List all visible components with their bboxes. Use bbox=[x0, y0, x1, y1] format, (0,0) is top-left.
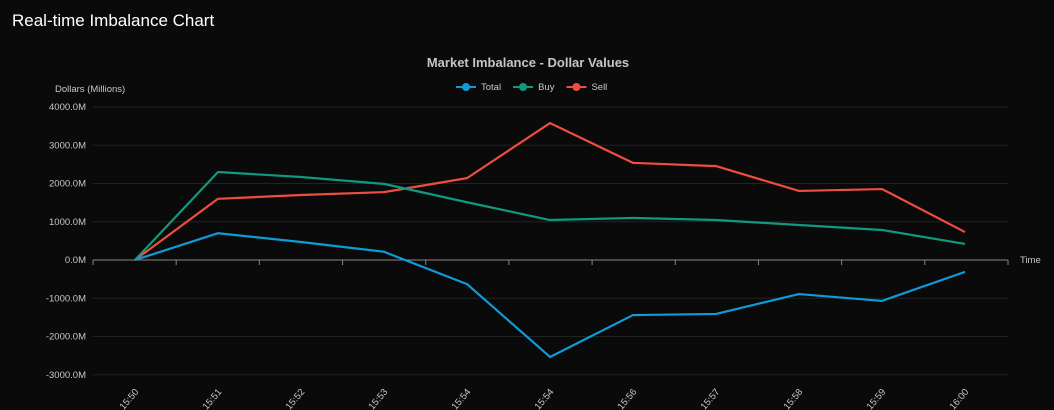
x-tick-label: 15:51 bbox=[201, 387, 225, 410]
x-tick-label: 15:53 bbox=[367, 387, 391, 410]
legend-marker bbox=[519, 83, 528, 91]
y-tick-label: -2000.0M bbox=[46, 332, 86, 343]
x-tick-label: 15:52 bbox=[284, 387, 308, 410]
chart-title: Market Imbalance - Dollar Values bbox=[427, 55, 629, 70]
y-tick-label: -1000.0M bbox=[46, 293, 86, 304]
legend-label: Total bbox=[481, 82, 501, 93]
x-tick-label: 15:57 bbox=[699, 387, 723, 410]
legend-marker bbox=[462, 83, 470, 91]
legend-label: Buy bbox=[538, 82, 555, 93]
legend-item-total: Total bbox=[456, 82, 501, 93]
x-tick-label: 15:54 bbox=[450, 387, 474, 410]
x-tick-label: 16:00 bbox=[948, 387, 972, 410]
y-tick-label: 2000.0M bbox=[49, 179, 86, 190]
x-tick-label: 15:58 bbox=[782, 387, 806, 410]
x-axis-label: Time bbox=[1020, 255, 1041, 266]
x-tick-label: 15:56 bbox=[616, 387, 640, 410]
x-tick-label: 15:59 bbox=[865, 387, 889, 410]
series-line-sell bbox=[134, 121, 966, 261]
legend-label: Sell bbox=[591, 82, 607, 93]
series-line-total bbox=[134, 232, 966, 359]
page-title: Real-time Imbalance Chart bbox=[12, 11, 215, 30]
x-tick-label: 15:54 bbox=[533, 387, 557, 410]
legend-marker bbox=[572, 83, 581, 91]
legend-item-sell: Sell bbox=[566, 82, 607, 93]
y-tick-label: 1000.0M bbox=[49, 217, 86, 228]
y-tick-label: 0.0M bbox=[65, 255, 86, 266]
y-axis-label: Dollars (Millions) bbox=[55, 84, 125, 95]
y-tick-label: 3000.0M bbox=[49, 140, 86, 151]
legend-item-buy: Buy bbox=[513, 82, 555, 93]
series-line-buy bbox=[134, 170, 966, 261]
y-tick-label: -3000.0M bbox=[46, 370, 86, 381]
y-tick-label: 4000.0M bbox=[49, 102, 86, 113]
x-tick-label: 15:50 bbox=[118, 387, 142, 410]
